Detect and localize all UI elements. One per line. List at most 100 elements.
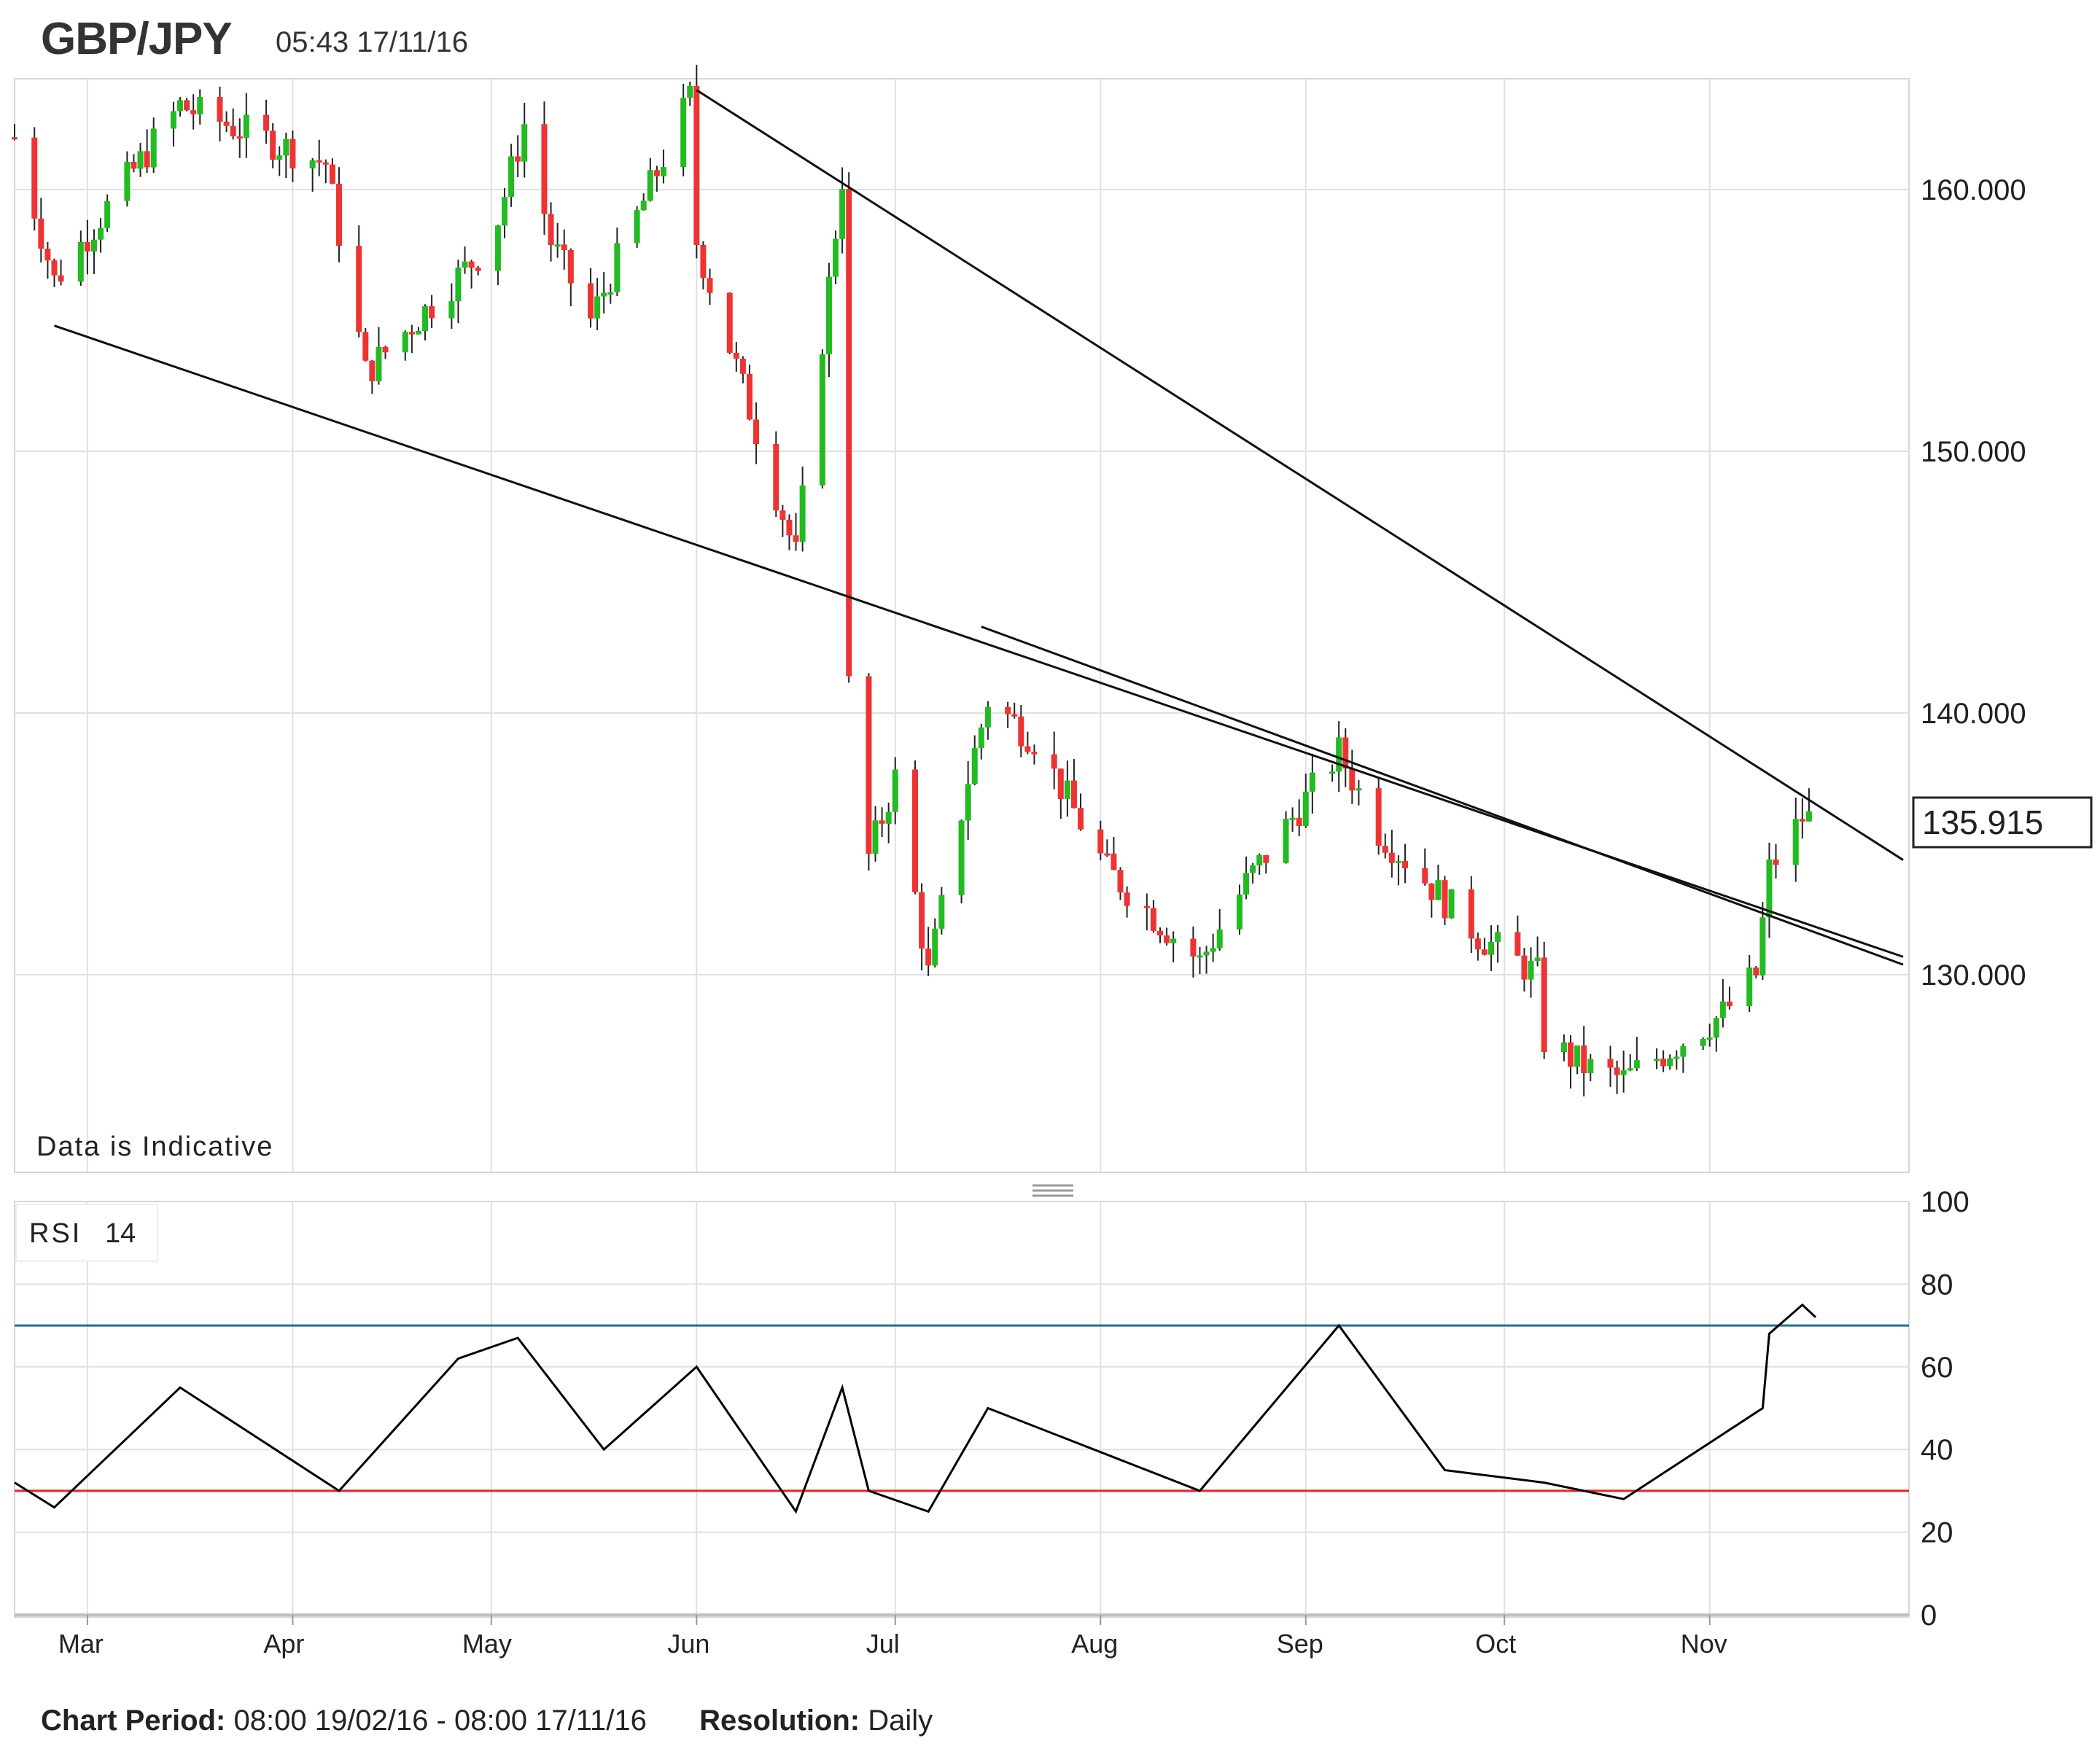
- candle-up: [521, 124, 528, 162]
- candle-down: [753, 419, 760, 445]
- candle-down: [726, 292, 733, 353]
- candle-down: [786, 519, 793, 536]
- candle-down: [1726, 1001, 1732, 1007]
- candle-up: [1289, 817, 1296, 820]
- candle-down: [51, 260, 58, 276]
- candle-down: [1018, 716, 1024, 747]
- candle-down: [1521, 955, 1528, 980]
- candle-down: [289, 139, 296, 168]
- candle-down: [1342, 737, 1349, 769]
- candle-down: [779, 510, 786, 520]
- candle-up: [1759, 917, 1766, 975]
- candle-up: [660, 167, 666, 176]
- candle-down: [1753, 967, 1759, 975]
- candle-up: [197, 97, 203, 114]
- candle-up: [1336, 737, 1342, 772]
- candle-up: [601, 292, 607, 297]
- candle-up: [1283, 819, 1289, 863]
- candle-down: [236, 136, 243, 139]
- candle-down: [369, 360, 376, 381]
- candle-down: [263, 114, 270, 131]
- candle-down: [429, 306, 435, 319]
- candle-up: [137, 151, 144, 169]
- candle-up: [1673, 1056, 1680, 1059]
- candle-down: [793, 535, 799, 542]
- candle-up: [594, 296, 601, 319]
- candle-up: [1746, 967, 1753, 1007]
- candle-down: [1031, 752, 1038, 755]
- candle-up: [687, 85, 693, 98]
- candle-down: [475, 268, 481, 271]
- candle-down: [1773, 859, 1779, 865]
- candle-down: [879, 820, 885, 824]
- candle-up: [1560, 1042, 1567, 1053]
- candle-down: [541, 124, 548, 214]
- candle-up: [1197, 955, 1203, 958]
- candle-down: [1070, 780, 1077, 809]
- candle-up: [177, 100, 184, 112]
- candle-up: [283, 139, 289, 156]
- candle-down: [773, 444, 779, 511]
- candle-down: [1468, 889, 1474, 939]
- resolution-label: Resolution:: [699, 1705, 860, 1737]
- candle-down: [925, 948, 932, 966]
- candle-up: [825, 276, 832, 354]
- candle-up: [448, 301, 455, 319]
- candle-down: [912, 769, 918, 892]
- resolution-value: Daily: [868, 1705, 933, 1737]
- candle-up: [1667, 1058, 1673, 1067]
- candle-down: [1474, 938, 1481, 950]
- main-panel: [14, 78, 1910, 1173]
- candle-up: [1534, 957, 1541, 962]
- rsi-y-tick-label: 100: [1921, 1186, 1969, 1218]
- candle-up: [1766, 859, 1773, 918]
- candle-up: [1356, 788, 1362, 791]
- candle-up: [1654, 1059, 1660, 1062]
- candle-up: [1250, 865, 1256, 873]
- candle-down: [1428, 883, 1435, 900]
- candle-down: [38, 218, 44, 249]
- candle-up: [462, 261, 468, 268]
- candle-up: [680, 98, 687, 168]
- candle-down: [184, 100, 190, 111]
- candle-down: [1514, 932, 1521, 956]
- candle-down: [1051, 754, 1057, 769]
- candle-up: [833, 238, 839, 277]
- main-y-tick-label: 130.000: [1921, 959, 2026, 992]
- candle-up: [1243, 873, 1250, 895]
- candle-down: [230, 125, 236, 137]
- main-y-ticks: 160.000 150.000 140.000 130.000: [1921, 174, 2026, 992]
- candle-up: [1719, 1001, 1726, 1018]
- candle-up: [839, 189, 846, 239]
- candle-down: [1541, 957, 1547, 1053]
- candle-up: [1435, 880, 1442, 900]
- candle-down: [1799, 819, 1805, 822]
- candle-down: [707, 278, 713, 293]
- candle-down: [1349, 768, 1356, 791]
- candle-down: [382, 346, 389, 353]
- candle-up: [90, 239, 97, 252]
- candle-down: [190, 110, 197, 114]
- trendline: [981, 626, 1904, 966]
- panel-resize-handle[interactable]: [1028, 1181, 1076, 1197]
- candle-up: [170, 111, 176, 129]
- rsi-y-tick-label: 80: [1921, 1269, 1953, 1301]
- main-y-tick-label: 160.000: [1921, 174, 2026, 206]
- period-label: Chart Period:: [41, 1705, 226, 1737]
- candle-up: [104, 200, 111, 228]
- candle-down: [1150, 908, 1156, 931]
- candle-down: [335, 184, 342, 246]
- candle-down: [1104, 853, 1111, 856]
- candle-up: [1495, 932, 1501, 942]
- chart-title: GBP/JPY: [41, 14, 233, 64]
- indicative-note: Data is Indicative: [36, 1131, 273, 1162]
- x-tick-label: Jun: [667, 1629, 709, 1659]
- candle-down: [223, 121, 230, 126]
- x-tick-label: Oct: [1475, 1629, 1516, 1659]
- candle-up: [640, 200, 647, 211]
- candle-down: [31, 137, 38, 219]
- candle-down: [846, 189, 852, 677]
- rsi-label-box: [15, 1204, 158, 1262]
- x-tick-label: Aug: [1071, 1629, 1118, 1659]
- candle-down: [1057, 768, 1064, 799]
